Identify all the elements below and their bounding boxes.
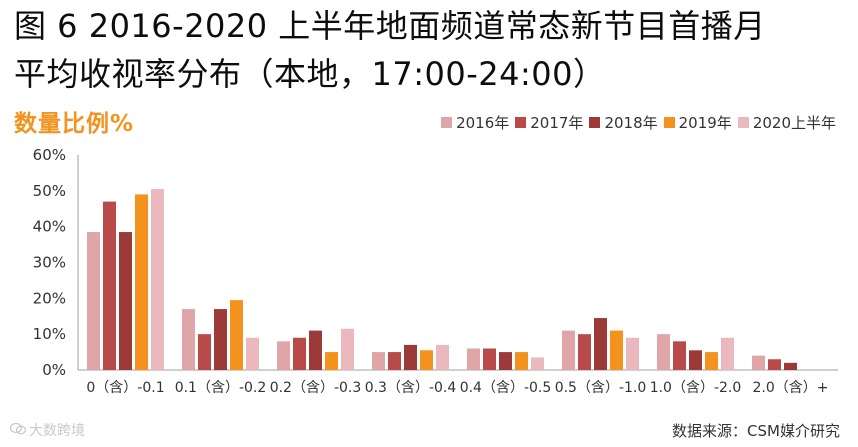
- bar: [103, 201, 116, 370]
- legend-swatch: [663, 117, 675, 128]
- bar: [309, 330, 322, 370]
- bar: [436, 344, 449, 370]
- bar: [119, 232, 132, 370]
- bar: [705, 352, 718, 370]
- bar: [404, 344, 417, 370]
- bar: [182, 309, 195, 370]
- legend-swatch: [589, 117, 601, 128]
- bar: [784, 362, 797, 370]
- x-tick-label: 2.0（含）+: [753, 380, 829, 396]
- bar: [277, 341, 290, 370]
- bar: [341, 328, 354, 370]
- bar: [151, 189, 164, 370]
- legend-label: 2017年: [530, 114, 584, 132]
- bar: [483, 348, 496, 370]
- bar: [214, 309, 227, 370]
- bar: [578, 334, 591, 370]
- bar: [135, 194, 148, 370]
- y-tick-label: 0%: [42, 361, 66, 379]
- x-tick-label: 0.5（含）-1.0: [555, 380, 647, 396]
- x-tick-label: 1.0（含）-2.0: [650, 380, 742, 396]
- legend-item: 2016年: [441, 112, 509, 133]
- wechat-logo-icon: [9, 422, 27, 439]
- legend-label: 2020上半年: [752, 114, 836, 132]
- legend-label: 2019年: [678, 114, 732, 132]
- bar: [689, 350, 702, 370]
- bar: [293, 337, 306, 370]
- x-tick-label: 0（含）-0.1: [86, 380, 164, 396]
- bar: [467, 348, 480, 370]
- bar: [325, 352, 338, 370]
- bar: [673, 341, 686, 370]
- legend-swatch: [515, 117, 527, 128]
- bar: [562, 330, 575, 370]
- bar: [230, 300, 243, 370]
- bar: [657, 334, 670, 370]
- legend-item: 2018年: [589, 112, 658, 133]
- legend: 2016年 2017年 2018年 2019年 2020上半年: [441, 112, 836, 133]
- bar: [721, 337, 734, 370]
- data-source: 数据来源：CSM媒介研究: [672, 422, 840, 440]
- bar: [499, 352, 512, 370]
- y-tick-label: 20%: [33, 289, 66, 307]
- legend-label: 2016年: [456, 114, 510, 132]
- x-tick-label: 0.1（含）-0.2: [175, 380, 267, 396]
- legend-swatch: [441, 117, 453, 128]
- y-tick-label: 40%: [33, 218, 66, 236]
- bar: [531, 357, 544, 370]
- bar: [594, 318, 607, 370]
- bar: [610, 330, 623, 370]
- y-tick-label: 10%: [33, 325, 66, 343]
- x-tick-label: 0.3（含）-0.4: [365, 380, 457, 396]
- chart-title-line-1: 图 6 2016-2020 上半年地面频道常态新节目首播月: [14, 7, 766, 45]
- bar: [87, 232, 100, 370]
- bar: [768, 359, 781, 370]
- bar: [752, 355, 765, 370]
- bar: [198, 334, 211, 370]
- bar: [372, 352, 385, 370]
- legend-swatch: [737, 117, 749, 128]
- legend-item: 2019年: [663, 112, 732, 133]
- chart-title-line-2: 平均收视率分布（本地，17:00-24:00）: [14, 55, 606, 93]
- x-tick-label: 0.4（含）-0.5: [460, 380, 552, 396]
- y-axis-title: 数量比例%: [14, 111, 135, 137]
- bar: [420, 350, 433, 370]
- legend-label: 2018年: [604, 114, 658, 132]
- watermark-text: 大数跨境: [29, 423, 85, 439]
- bar: [388, 352, 401, 370]
- watermark: 大数跨境: [9, 420, 85, 440]
- legend-item: 2017年: [515, 112, 583, 133]
- chart-title: 图 6 2016-2020 上半年地面频道常态新节目首播月 平均收视率分布（本地…: [14, 2, 850, 98]
- legend-item: 2020上半年: [737, 112, 836, 133]
- y-tick-label: 60%: [33, 146, 66, 164]
- x-tick-label: 0.2（含）-0.3: [270, 380, 362, 396]
- bar: [515, 352, 528, 370]
- y-tick-label: 30%: [33, 254, 66, 272]
- y-tick-label: 50%: [33, 182, 66, 200]
- bar: [246, 337, 259, 370]
- bar: [626, 337, 639, 370]
